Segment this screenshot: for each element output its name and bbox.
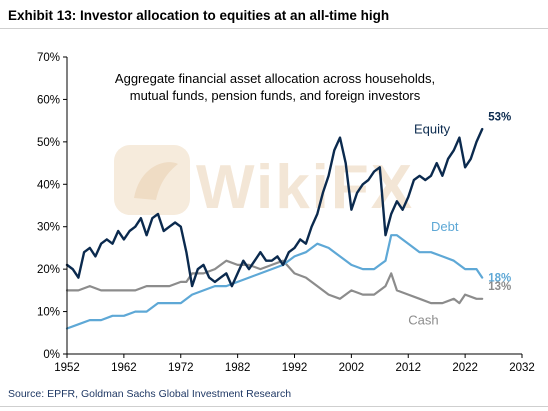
x-tick-label: 1972 [168, 362, 194, 374]
x-tick-label: 1982 [225, 362, 251, 374]
watermark: WikiFX [114, 145, 414, 222]
source-note: Source: EPFR, Goldman Sachs Global Inves… [8, 388, 292, 400]
line-chart: WikiFX Aggregate financial asset allocat… [37, 52, 535, 374]
x-tick-label: 2022 [452, 362, 478, 374]
y-tick-label: 40% [37, 179, 60, 191]
x-tick-label: 2032 [509, 362, 535, 374]
watermark-text: WikiFX [196, 153, 414, 222]
x-tick-label: 2012 [395, 362, 421, 374]
series-name-equity: Equity [414, 121, 451, 136]
end-value-equity: 53% [488, 111, 511, 123]
subtitle-line-1: Aggregate financial asset allocation acr… [115, 71, 435, 86]
y-tick-label: 60% [37, 94, 60, 106]
y-tick-label: 10% [37, 307, 60, 319]
series-labels: Equity 53% Debt 18% Cash 13% [408, 111, 511, 327]
watermark-logo-icon [114, 145, 190, 215]
series-line-cash [65, 259, 484, 305]
y-tick-label: 50% [37, 137, 60, 149]
x-tick-label: 2002 [339, 362, 365, 374]
y-tick-label: 70% [37, 52, 60, 64]
y-tick-label: 20% [37, 264, 60, 276]
end-value-cash: 13% [488, 281, 511, 293]
series-name-cash: Cash [408, 312, 438, 327]
x-tick-label: 1952 [54, 362, 80, 374]
series-line-equity [65, 127, 484, 288]
y-tick-label: 30% [37, 222, 60, 234]
subtitle-line-2: mutual funds, pension funds, and foreign… [130, 88, 421, 103]
series-layer [65, 127, 484, 330]
top-divider [0, 28, 548, 29]
exhibit-title: Exhibit 13: Investor allocation to equit… [8, 8, 390, 23]
x-tick-label: 1992 [282, 362, 308, 374]
series-name-debt: Debt [431, 219, 459, 234]
x-tick-label: 1962 [111, 362, 137, 374]
chart-subtitle: Aggregate financial asset allocation acr… [115, 71, 435, 103]
y-tick-label: 0% [43, 349, 60, 361]
end-value-debt: 18% [488, 273, 511, 285]
bottom-divider [0, 406, 548, 407]
axes: 0% 10% 20% 30% 40% 50% 60% 70% 1952 1962 1972 1982 1… [37, 52, 535, 374]
